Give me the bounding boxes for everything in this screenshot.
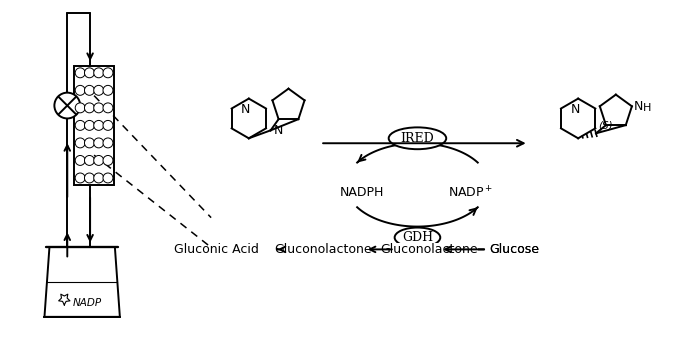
Circle shape [75,120,85,130]
Circle shape [103,155,113,166]
Text: Gluconic Acid: Gluconic Acid [174,243,258,256]
Circle shape [85,85,95,95]
Circle shape [85,138,95,148]
Text: H: H [643,103,651,113]
Circle shape [103,120,113,130]
Circle shape [55,93,80,118]
Circle shape [103,138,113,148]
Circle shape [85,173,95,183]
Circle shape [85,103,95,113]
Circle shape [75,138,85,148]
Circle shape [103,173,113,183]
Circle shape [94,120,104,130]
Text: (S): (S) [598,120,612,130]
Text: N: N [241,103,251,116]
Circle shape [94,155,104,166]
Circle shape [75,68,85,78]
Circle shape [103,85,113,95]
Circle shape [94,173,104,183]
Text: GDH: GDH [402,231,433,244]
Text: N: N [570,103,580,116]
Text: IRED: IRED [400,132,434,145]
Text: Gluconolactone: Gluconolactone [274,243,372,256]
Text: NADPH: NADPH [340,186,384,199]
Bar [74,66,114,185]
Circle shape [85,68,95,78]
Ellipse shape [395,228,440,247]
Text: Gluconolactone: Gluconolactone [381,243,478,256]
Circle shape [94,85,104,95]
Circle shape [75,85,85,95]
Text: Glucose: Glucose [489,243,539,256]
Circle shape [94,138,104,148]
Circle shape [103,103,113,113]
Circle shape [94,68,104,78]
Circle shape [75,173,85,183]
Circle shape [103,68,113,78]
Ellipse shape [389,127,446,149]
Circle shape [85,120,95,130]
Circle shape [85,155,95,166]
Text: Glucose: Glucose [489,243,539,256]
Circle shape [75,155,85,166]
Circle shape [75,103,85,113]
Text: NADP$^+$: NADP$^+$ [449,185,493,201]
Text: N: N [634,100,643,113]
Text: N: N [274,124,283,137]
Circle shape [94,103,104,113]
Text: NADP: NADP [72,298,102,308]
